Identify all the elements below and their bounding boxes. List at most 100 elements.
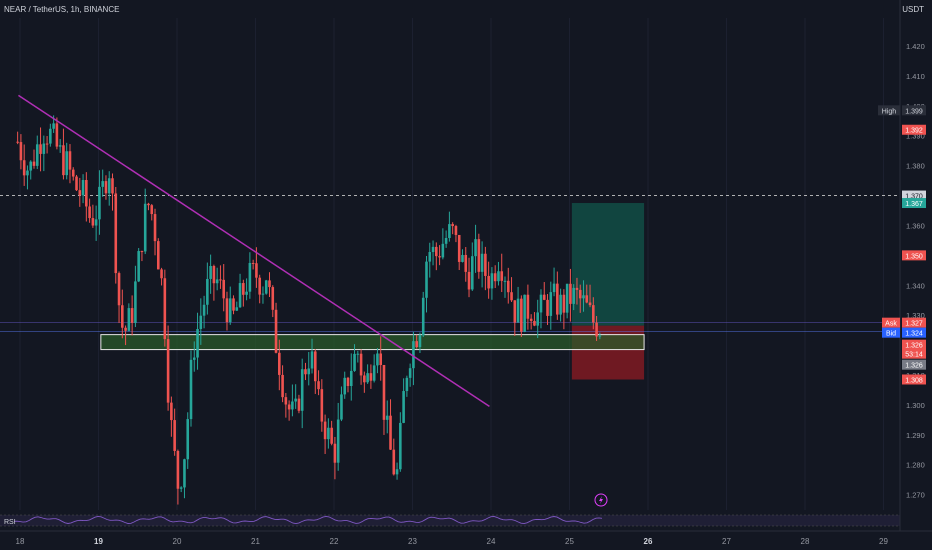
x-tick-label: 24: [487, 537, 496, 546]
candle-body: [124, 327, 127, 331]
y-tick-label: 1.280: [906, 461, 925, 470]
lightning-icon: [594, 493, 608, 507]
candle-body: [264, 280, 268, 294]
high-tag-bg: [878, 105, 900, 116]
candle-body: [470, 256, 474, 290]
bid-tag: Bid: [886, 331, 896, 338]
candle-body: [552, 283, 556, 293]
candle-body: [438, 256, 441, 258]
candle-body: [415, 341, 418, 348]
candle-body: [441, 243, 445, 258]
target-badge: 1.367: [905, 201, 923, 208]
support-zone: [100, 334, 645, 351]
y-tick-label: 1.270: [906, 491, 925, 500]
rsi-line: [13, 515, 603, 525]
candle-body: [117, 273, 121, 306]
lightning-icon-glyph: [599, 496, 603, 504]
candle-body: [366, 373, 369, 383]
candle-body: [251, 262, 255, 264]
candle-body: [536, 312, 540, 326]
candle-body: [143, 203, 147, 252]
candle-body: [62, 145, 65, 176]
candle-body: [32, 161, 36, 166]
candle-body: [425, 261, 428, 298]
candle-body: [209, 266, 212, 279]
candle-body: [513, 300, 517, 323]
price-badge-bg: [902, 250, 926, 261]
candle-body: [304, 369, 307, 375]
stop-badge-bg: [902, 374, 926, 385]
candle-body: [222, 279, 226, 299]
candle-body: [461, 254, 464, 262]
candle-body: [562, 294, 566, 313]
candle-body: [268, 280, 271, 288]
candle-body: [163, 278, 167, 340]
candle-body: [484, 253, 487, 276]
candle-body: [588, 302, 592, 306]
candle-body: [35, 144, 39, 166]
candle-body: [457, 234, 461, 262]
candle-body: [497, 271, 500, 282]
candle-body: [199, 315, 203, 329]
candle-body: [353, 353, 356, 371]
candle-body: [206, 278, 209, 305]
candle-body: [539, 294, 543, 313]
candle-body: [202, 304, 206, 316]
y-tick-label: 1.330: [906, 311, 925, 320]
candle-body: [238, 283, 242, 308]
candle-body: [58, 145, 62, 147]
candle-body: [523, 294, 526, 332]
candle-body: [444, 238, 448, 244]
candle-body: [111, 178, 114, 194]
candle-body: [333, 443, 337, 463]
candle-body: [297, 398, 301, 411]
candle-body: [192, 357, 196, 360]
candle-body: [156, 241, 160, 270]
ask-tag-bg: [882, 317, 900, 328]
candle-body: [235, 307, 239, 311]
candle-body: [317, 381, 320, 390]
x-tick-label: 27: [722, 537, 731, 546]
candle-body: [104, 181, 108, 194]
candle-body: [310, 351, 314, 369]
x-tick-label: 22: [330, 537, 339, 546]
candle-body: [454, 226, 458, 235]
candle-body: [153, 214, 157, 242]
candle-body: [94, 219, 98, 226]
candle-body: [281, 374, 284, 398]
candle-body: [493, 273, 497, 282]
candle-body: [81, 180, 85, 196]
candle-body: [323, 421, 327, 440]
candle-body: [575, 287, 579, 290]
candle-body: [418, 335, 422, 348]
candle-body: [510, 292, 513, 301]
y-tick-label: 1.300: [906, 401, 925, 410]
ask-badge: 1.327: [905, 321, 923, 328]
high-line-badge-bg: [902, 190, 926, 201]
candle-body: [330, 427, 333, 444]
y-tick-label: 1.410: [906, 72, 925, 81]
candle-body: [474, 239, 477, 257]
candle-body: [336, 419, 340, 463]
candle-body: [121, 305, 124, 328]
x-tick-label: 28: [801, 537, 810, 546]
candle-body: [428, 252, 432, 262]
candle-body: [346, 377, 350, 387]
candle-body: [313, 351, 317, 382]
candle-body: [582, 295, 585, 299]
candle-body: [245, 291, 248, 295]
x-tick-label: 21: [251, 537, 260, 546]
target-zone: [571, 203, 645, 326]
rsi-band: [0, 515, 900, 526]
high-line-badge: 1.370: [905, 194, 923, 201]
ask-tag: Ask: [885, 321, 897, 328]
candle-body: [490, 273, 494, 289]
x-tick-label: 26: [644, 537, 653, 546]
candle-body: [506, 280, 510, 293]
candle-body: [595, 322, 598, 337]
candle-body: [464, 254, 468, 272]
candle-body: [412, 341, 415, 369]
candle-body: [526, 294, 530, 319]
candle-body: [183, 459, 186, 488]
